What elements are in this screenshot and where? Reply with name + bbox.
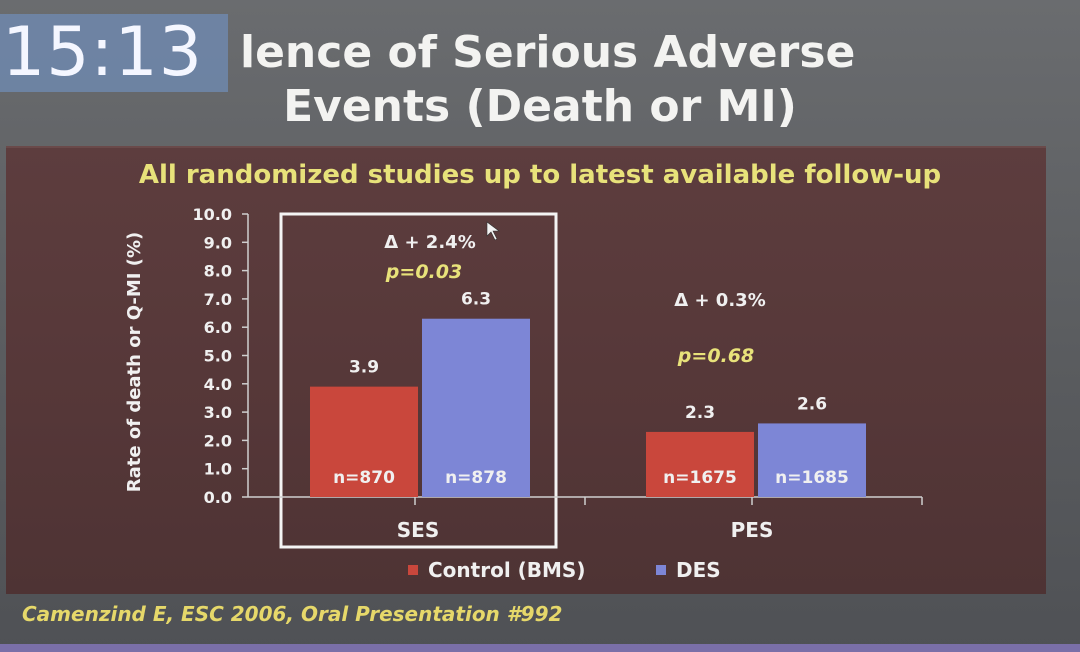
bar-ses-des [422, 318, 530, 497]
y-tick-label: 3.0 [204, 403, 232, 422]
p-value-annotation: p=0.68 [677, 345, 754, 367]
legend-label-control: Control (BMS) [428, 558, 586, 582]
bar-n-label: n=870 [333, 468, 395, 488]
bar-value-label: 2.3 [685, 403, 715, 423]
bar-value-label: 6.3 [461, 290, 491, 310]
bottom-band [0, 644, 1080, 652]
y-tick-label: 6.0 [204, 318, 232, 337]
y-tick-label: 2.0 [204, 431, 232, 450]
y-tick-label: 0.0 [204, 488, 232, 507]
legend-swatch-des [656, 564, 666, 575]
bar-pes-des [758, 423, 866, 497]
y-tick-label: 8.0 [204, 262, 232, 281]
bar-n-label: n=1675 [663, 468, 737, 488]
y-tick-label: 7.0 [204, 290, 232, 309]
y-tick-label: 4.0 [204, 375, 232, 394]
legend-swatch-control [408, 564, 418, 575]
bar-pes-control [646, 431, 754, 497]
slide-title-line1: lence of Serious Adverse [240, 27, 856, 78]
slide-title-line2: Events (Death or MI) [283, 81, 797, 132]
legend-item-control: Control (BMS) [408, 558, 585, 582]
delta-annotation: Δ + 2.4% [384, 232, 475, 253]
legend-item-des: DES [656, 558, 721, 582]
bar-value-label: 2.6 [797, 394, 827, 414]
chart-subtitle: All randomized studies up to latest avai… [138, 160, 942, 190]
mouse-cursor-icon [486, 221, 500, 241]
citation-footer: Camenzind E, ESC 2006, Oral Presentation… [22, 602, 563, 626]
x-category-label: SES [397, 518, 439, 542]
x-category-label: PES [731, 518, 774, 542]
y-axis-title: Rate of death or Q-MI (%) [124, 232, 145, 492]
bar-ses-control [310, 386, 418, 497]
y-tick-label: 5.0 [204, 347, 232, 366]
bar-n-label: n=878 [445, 468, 507, 488]
legend-label-des: DES [676, 558, 721, 582]
timer-overlay: 15:13 [0, 14, 228, 92]
y-tick-label: 9.0 [204, 233, 232, 252]
y-tick-label: 10.0 [193, 205, 232, 224]
chart-legend: Control (BMS) DES [0, 558, 1080, 586]
p-value-annotation: p=0.03 [385, 261, 462, 283]
highlight-box-ses [279, 212, 558, 549]
delta-annotation: Δ + 0.3% [674, 290, 765, 311]
y-tick-label: 1.0 [204, 460, 232, 479]
bar-n-label: n=1685 [775, 468, 849, 488]
bar-value-label: 3.9 [349, 358, 379, 378]
